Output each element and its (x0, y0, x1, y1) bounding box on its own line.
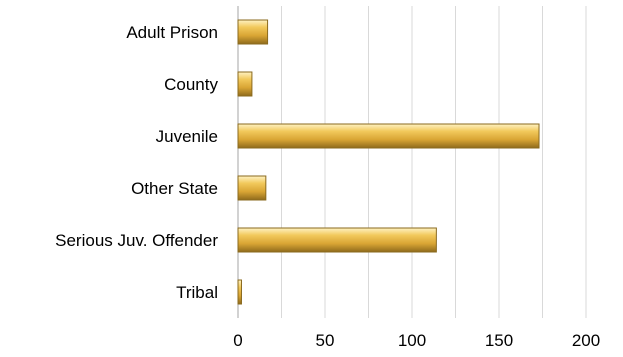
bar-adult-prison (237, 19, 269, 45)
x-tick-labels: 0 50 100 150 200 (233, 331, 600, 350)
category-labels: Adult Prison County Juvenile Other State Ser… (55, 23, 218, 302)
x-tick-label: 50 (316, 331, 335, 350)
bar-juvenile (237, 123, 540, 149)
category-label: Juvenile (156, 127, 218, 146)
category-label: County (164, 75, 218, 94)
bar-other-state (237, 175, 267, 201)
x-tick-label: 100 (398, 331, 426, 350)
category-label: Tribal (176, 283, 218, 302)
category-label: Adult Prison (126, 23, 218, 42)
bar-tribal (237, 279, 242, 305)
category-label: Serious Juv. Offender (55, 231, 218, 250)
x-tick-label: 0 (233, 331, 242, 350)
bars (237, 19, 540, 305)
grid-lines (237, 6, 587, 318)
bar-serious-juv-offender (237, 227, 437, 253)
x-tick-label: 150 (485, 331, 513, 350)
bar-county (237, 71, 253, 97)
x-tick-label: 200 (572, 331, 600, 350)
category-label: Other State (131, 179, 218, 198)
